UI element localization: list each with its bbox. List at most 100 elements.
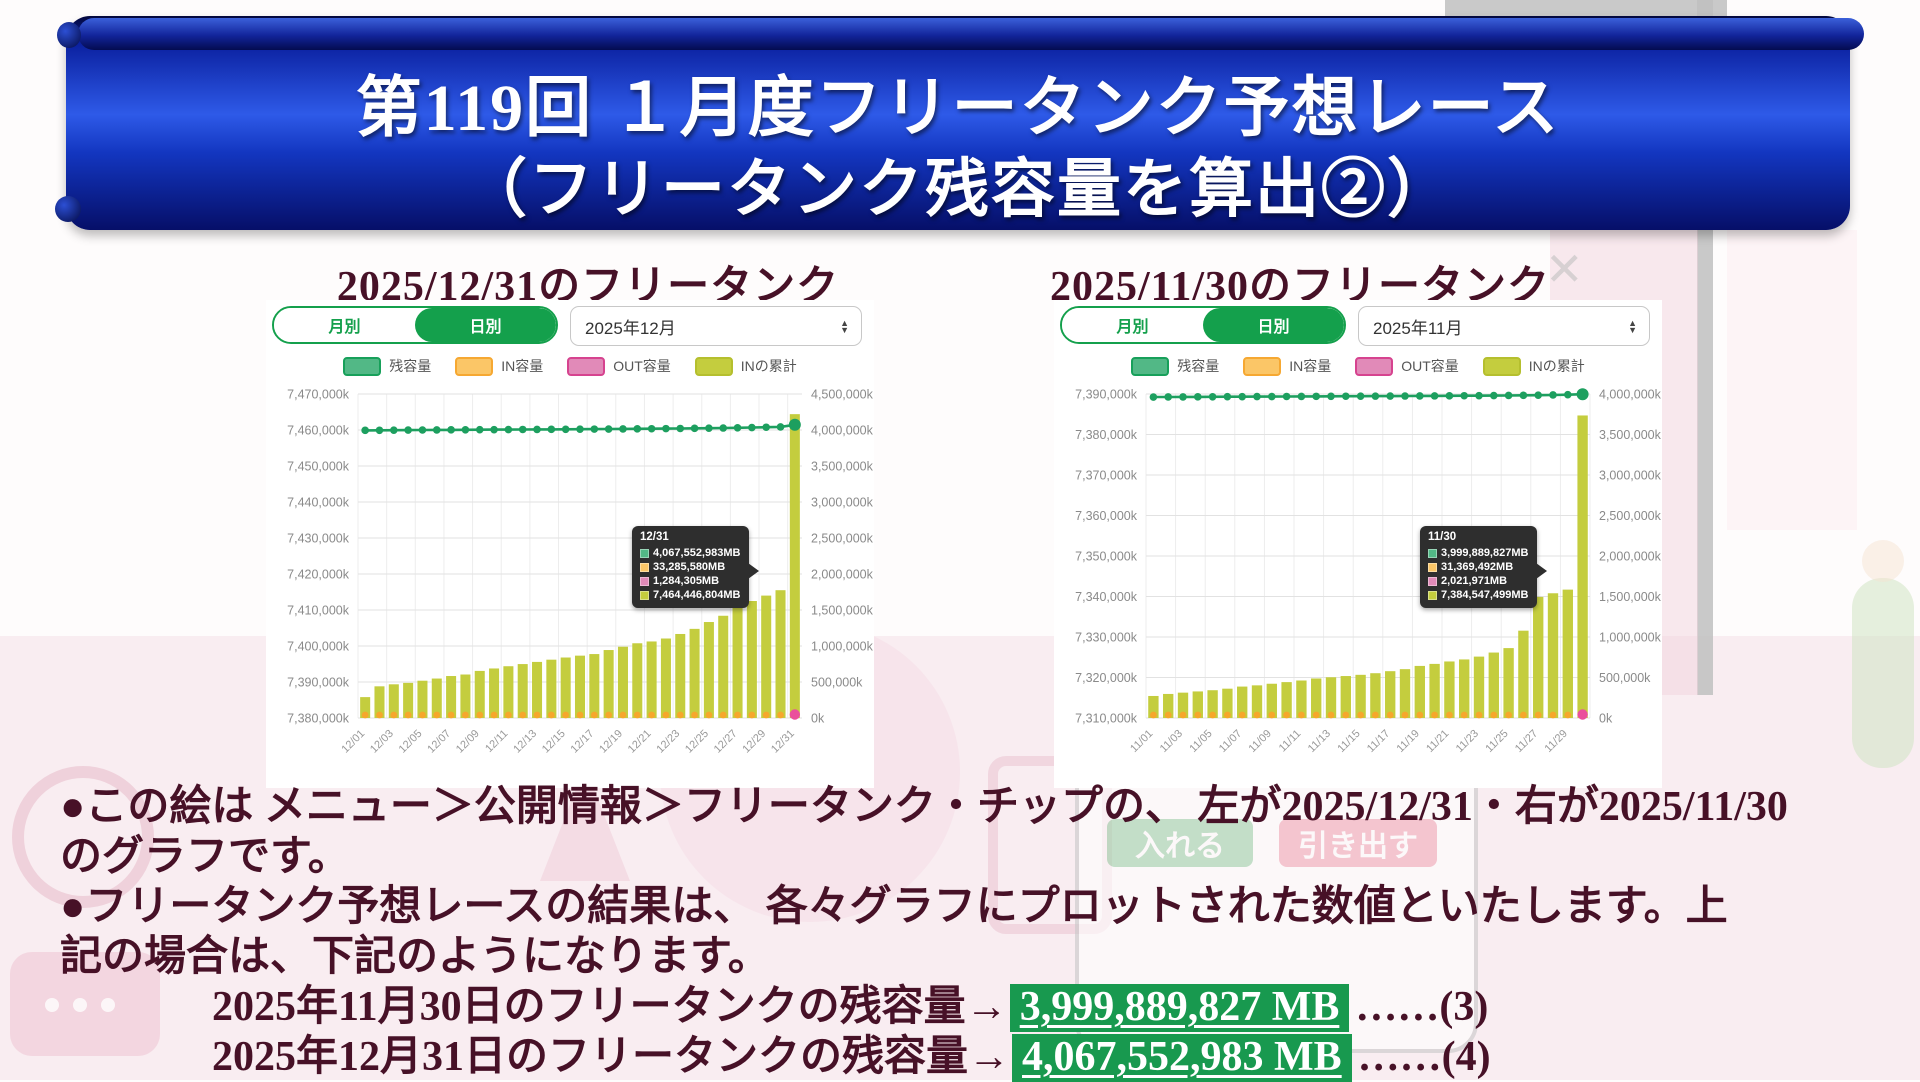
legend-item-in[interactable]: IN容量 (455, 356, 543, 376)
svg-text:0k: 0k (811, 712, 825, 726)
body-line: ●この絵は メニュー＞公開情報＞フリータンク・チップの、 左が2025/12/3… (60, 784, 1788, 830)
monthly-toggle-button[interactable]: 月別 (1062, 308, 1203, 342)
svg-text:2,000,000k: 2,000,000k (811, 568, 874, 582)
svg-text:12/01: 12/01 (339, 728, 367, 756)
svg-text:11/29: 11/29 (1543, 728, 1570, 755)
legend-label: INの累計 (740, 358, 797, 374)
body-line: ●フリータンク予想レースの結果は、 各々グラフにプロットされた数値といたします。… (60, 884, 1728, 930)
svg-text:11/01: 11/01 (1128, 728, 1155, 755)
page-title-line2: （フリータンク残容量を算出②） (463, 154, 1453, 225)
svg-text:500,000k: 500,000k (1599, 671, 1651, 685)
banner-scroll-curl-bottom (55, 196, 81, 222)
svg-text:12/25: 12/25 (683, 728, 711, 756)
legend-label: 残容量 (1177, 358, 1220, 374)
tooltip-value-in: 31,369,492MB (1441, 561, 1514, 573)
period-toggle[interactable]: 月別 日別 (1060, 306, 1346, 344)
svg-text:7,380,000k: 7,380,000k (287, 712, 350, 726)
svg-text:12/13: 12/13 (511, 728, 539, 756)
svg-text:7,440,000k: 7,440,000k (287, 496, 350, 510)
tooltip-value-in-total: 7,384,547,499MB (1441, 589, 1529, 601)
legend-label: OUT容量 (1401, 358, 1459, 374)
svg-text:12/17: 12/17 (568, 728, 596, 756)
free-tank-chart-card-december: 月別 日別 2025年12月 ▲ ▼ 残容量 IN容量 OUT容量 INの累計 7… (266, 300, 874, 788)
svg-text:1,500,000k: 1,500,000k (1599, 590, 1662, 604)
result-suffix: ……(3) (1355, 984, 1489, 1030)
daily-toggle-button[interactable]: 日別 (1203, 308, 1344, 342)
result-value-highlight: 3,999,889,827 MB (1009, 984, 1350, 1032)
svg-text:12/03: 12/03 (368, 728, 396, 756)
legend-item-in[interactable]: IN容量 (1243, 356, 1331, 376)
free-tank-chart-card-november: 月別 日別 2025年11月 ▲ ▼ 残容量 IN容量 OUT容量 INの累計 7… (1054, 300, 1662, 788)
svg-text:7,380,000k: 7,380,000k (1075, 428, 1138, 442)
legend-swatch-out (1355, 356, 1394, 376)
legend-swatch-in (1243, 356, 1282, 376)
svg-text:7,450,000k: 7,450,000k (287, 460, 350, 474)
svg-text:7,420,000k: 7,420,000k (287, 568, 350, 582)
svg-text:12/19: 12/19 (597, 728, 625, 756)
chart-tooltip-november: 11/30 3,999,889,827MB 31,369,492MB 2,021… (1420, 526, 1548, 608)
close-icon: ✕ (1545, 243, 1584, 295)
svg-text:12/07: 12/07 (425, 728, 453, 756)
select-updown-icon: ▲ ▼ (840, 317, 849, 335)
tooltip-swatch-out (1428, 576, 1437, 586)
svg-text:12/23: 12/23 (654, 728, 682, 756)
select-updown-icon: ▲ ▼ (1628, 317, 1637, 335)
svg-text:11/25: 11/25 (1483, 728, 1510, 755)
period-toggle[interactable]: 月別 日別 (272, 306, 558, 344)
svg-text:11/03: 11/03 (1158, 728, 1185, 755)
legend-item-in-total[interactable]: INの累計 (1482, 356, 1585, 376)
legend-label: IN容量 (501, 358, 544, 374)
svg-text:0k: 0k (1599, 712, 1613, 726)
svg-text:1,000,000k: 1,000,000k (1599, 631, 1662, 645)
month-select-value: 2025年12月 (585, 318, 676, 338)
legend-item-remaining[interactable]: 残容量 (1131, 356, 1219, 376)
legend-label: OUT容量 (613, 358, 671, 374)
svg-text:12/15: 12/15 (540, 728, 568, 756)
legend-swatch-remaining (343, 356, 382, 376)
title-banner: 第119回 １月度フリータンク予想レース （フリータンク残容量を算出②） (55, 16, 1864, 230)
page-title-line1: 第119回 １月度フリータンク予想レース (355, 72, 1561, 145)
tooltip-date: 11/30 (1428, 531, 1457, 543)
legend-swatch-in-total (1482, 356, 1521, 376)
svg-text:4,000,000k: 4,000,000k (811, 424, 874, 438)
month-select-dropdown[interactable]: 2025年11月 ▲ ▼ (1358, 306, 1650, 346)
speech-bubble-icon (10, 952, 160, 1056)
svg-text:11/05: 11/05 (1187, 728, 1214, 755)
legend-item-in-total[interactable]: INの累計 (694, 356, 797, 376)
legend-label: 残容量 (389, 358, 432, 374)
tank-out-button: 引き出す (1279, 819, 1437, 867)
tooltip-value-in: 33,285,580MB (653, 561, 726, 573)
legend-item-out[interactable]: OUT容量 (567, 356, 671, 376)
result-line-december: 2025年12月31日のフリータンクの残容量→ 4,067,552,983 MB…… (60, 1032, 1900, 1082)
svg-text:11/17: 11/17 (1365, 728, 1392, 755)
legend-item-remaining[interactable]: 残容量 (343, 356, 431, 376)
body-line: 記の場合は、下記のようになります。 (60, 934, 770, 980)
svg-text:11/27: 11/27 (1513, 728, 1540, 755)
svg-text:3,000,000k: 3,000,000k (811, 496, 874, 510)
legend-label: IN容量 (1289, 358, 1332, 374)
december-chart-plot: 7,470,000k 4,500,000k 7,460,000k 4,000,000k… (287, 388, 874, 756)
svg-text:12/05: 12/05 (397, 728, 425, 756)
svg-text:12/27: 12/27 (712, 728, 740, 756)
result-prefix: 2025年12月31日のフリータンクの残容量→ (212, 1034, 1011, 1080)
svg-text:11/15: 11/15 (1335, 728, 1362, 755)
tooltip-value-out: 2,021,971MB (1441, 575, 1508, 587)
legend-swatch-in-total (694, 356, 733, 376)
explanation-text-block: ●この絵は メニュー＞公開情報＞フリータンク・チップの、 左が2025/12/3… (60, 782, 1900, 1082)
svg-text:11/09: 11/09 (1247, 728, 1274, 755)
daily-toggle-button[interactable]: 日別 (415, 308, 556, 342)
tooltip-value-remaining: 3,999,889,827MB (1441, 547, 1529, 559)
tooltip-value-in-total: 7,464,446,804MB (653, 589, 741, 601)
svg-text:7,400,000k: 7,400,000k (287, 640, 350, 654)
svg-text:11/13: 11/13 (1306, 728, 1333, 755)
monthly-toggle-button[interactable]: 月別 (274, 308, 415, 342)
legend-item-out[interactable]: OUT容量 (1355, 356, 1459, 376)
month-select-dropdown[interactable]: 2025年12月 ▲ ▼ (570, 306, 862, 346)
svg-text:11/11: 11/11 (1277, 728, 1304, 755)
speech-bubble-dots (45, 998, 59, 1012)
svg-text:12/09: 12/09 (454, 728, 482, 756)
banner-scroll-roll (78, 18, 1864, 50)
svg-text:3,000,000k: 3,000,000k (1599, 469, 1662, 483)
tooltip-swatch-remaining (640, 548, 649, 558)
svg-text:12/11: 12/11 (483, 728, 510, 755)
